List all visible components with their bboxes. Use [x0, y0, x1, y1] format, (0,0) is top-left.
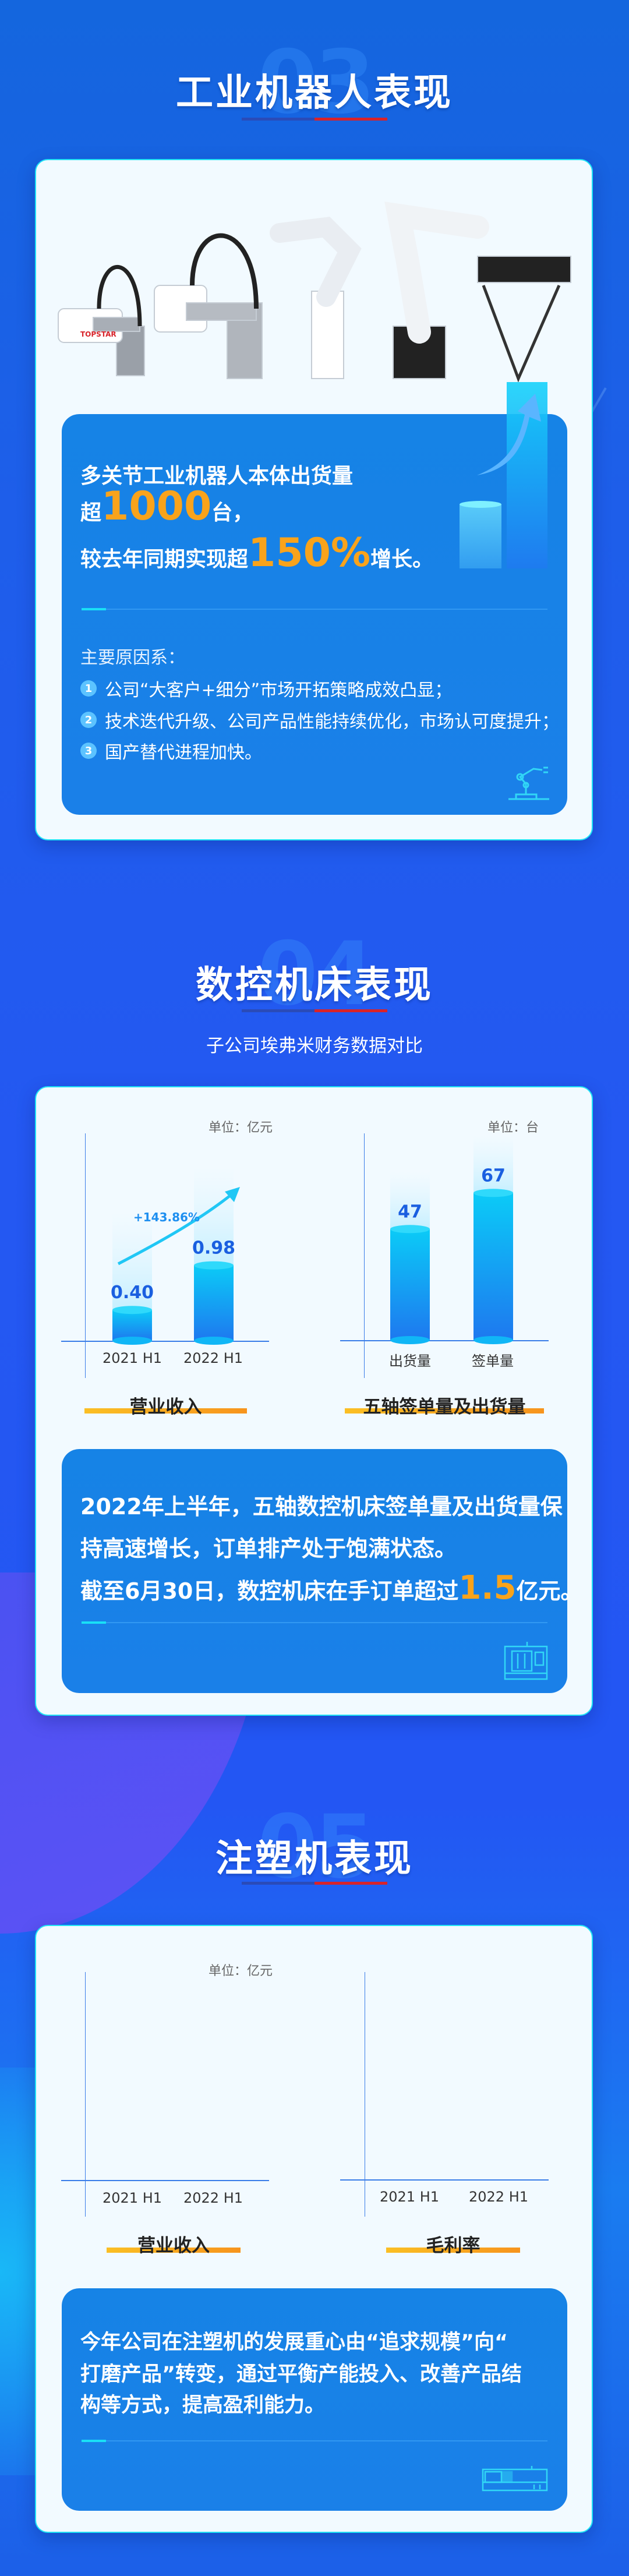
reason-text: 技术迭代升级、公司产品性能持续优化，市场认可度提升；: [105, 712, 559, 732]
chart-unit: 单位：台: [487, 1121, 539, 1135]
bar-cap: [473, 1189, 513, 1197]
injection-machine-icon: [482, 2466, 548, 2492]
growth-arrowhead: [225, 1187, 240, 1202]
x-tick-label: 2022 H1: [183, 1350, 243, 1366]
bar-cap: [112, 1306, 152, 1314]
chart-unit: 单位：亿元: [209, 1964, 273, 1978]
section-title: 数控机床表现: [196, 964, 433, 1007]
divider: [82, 2440, 547, 2442]
bar-background: [112, 1211, 152, 1310]
x-axis: [61, 2180, 269, 2181]
robot-product-image: TOPSTAR: [58, 202, 571, 383]
chart-title-underline: [386, 2248, 520, 2253]
chart-title-underline: [84, 1408, 247, 1414]
x-tick-label: 2021 H1: [379, 2189, 440, 2205]
title-underline: [242, 1009, 387, 1012]
bar-cap: [390, 1225, 430, 1234]
bar-background: [473, 1135, 513, 1193]
bar-base: [112, 1337, 152, 1345]
chart-title: 五轴签单量及出货量: [363, 1397, 526, 1418]
x-tick-label: 签单量: [472, 1353, 514, 1369]
summary-line: 2022年上半年，五轴数控机床签单量及出货量保: [80, 1494, 563, 1520]
bar-value-label: 67: [481, 1165, 506, 1186]
x-tick-label: 2021 H1: [102, 1350, 162, 1366]
robot-summary-box: [62, 414, 567, 815]
section-title: 注塑机表现: [215, 1838, 414, 1881]
bar: [390, 1229, 430, 1340]
chart-unit: 单位：亿元: [209, 1121, 273, 1135]
reason-item: 2 技术迭代升级、公司产品性能持续优化，市场认可度提升；: [80, 707, 559, 733]
robot-growth-number: 150%: [248, 530, 371, 576]
summary-prefix: 截至6月30日，数控机床在手订单超过: [80, 1578, 459, 1604]
x-axis: [340, 1340, 549, 1341]
bar-value-label: 0.98: [192, 1238, 235, 1259]
chart-title: 营业收入: [137, 2235, 210, 2256]
title-underline: [242, 118, 387, 121]
bar-value-label: 0.40: [111, 1282, 154, 1303]
bar: [473, 1193, 513, 1340]
number-badge: 1: [80, 680, 97, 697]
number-badge: 2: [80, 712, 97, 728]
bar-background: [390, 1171, 430, 1229]
bar-base: [390, 1336, 430, 1344]
bar: [112, 1310, 152, 1341]
summary-suffix: 亿元。: [516, 1578, 583, 1604]
chart-title-underline: [107, 2248, 241, 2253]
robot-arm-icon: [508, 766, 549, 800]
number-badge: 3: [80, 743, 97, 759]
x-tick-label: 2022 H1: [183, 2190, 243, 2206]
reasons-title: 主要原因系：: [80, 648, 185, 668]
highlight-prefix: 超: [80, 501, 102, 525]
highlight-suffix: 台，: [211, 501, 254, 525]
robot-shipment-number: 1000: [101, 483, 212, 529]
growth-arrow: [117, 1190, 237, 1266]
x-axis: [340, 2179, 549, 2181]
bar-cap: [194, 1261, 234, 1270]
x-axis: [61, 1341, 269, 1342]
divider: [82, 608, 547, 610]
summary-line: 打磨产品”转变，通过平衡产能投入、改善产品结: [80, 2363, 522, 2386]
section-number-watermark: 03: [257, 32, 376, 133]
reason-item: 3 国产替代进程加快。: [80, 738, 262, 764]
highlight-prefix: 较去年同期实现超: [80, 547, 249, 571]
x-tick-label: 出货量: [389, 1353, 431, 1369]
growth-annotation: +143.86%: [133, 1210, 200, 1224]
cnc-summary-box: [62, 1449, 567, 1693]
robot-brand-logo: TOPSTAR: [80, 330, 116, 338]
summary-line: 今年公司在注塑机的发展重心由“追求规模”向“: [80, 2331, 508, 2354]
reason-text: 公司“大客户+细分”市场开拓策略成效凸显；: [105, 680, 453, 701]
bar-base: [473, 1336, 513, 1344]
section-number-watermark: 04: [257, 924, 376, 1025]
x-tick-label: 2022 H1: [468, 2189, 529, 2205]
section-number-watermark: 05: [257, 1797, 376, 1898]
cnc-machine-icon: [504, 1642, 548, 1680]
y-axis: [85, 1972, 86, 2217]
bar-value-label: 47: [398, 1202, 422, 1222]
y-axis: [85, 1133, 86, 1378]
section-title: 工业机器人表现: [176, 72, 453, 115]
chart-title-underline: [345, 1408, 544, 1414]
reason-text: 国产替代进程加快。: [105, 743, 262, 763]
divider: [82, 1621, 547, 1624]
order-backlog-number: 1.5: [458, 1569, 517, 1607]
growth-arrow-icon: [460, 382, 547, 568]
summary-line: 持高速增长，订单排产处于饱满状态。: [80, 1536, 457, 1561]
highlight-line1: 多关节工业机器人本体出货量: [80, 464, 354, 488]
reason-item: 1 公司“大客户+细分”市场开拓策略成效凸显；: [80, 676, 452, 701]
title-underline: [242, 1882, 387, 1885]
chart-title: 毛利率: [426, 2235, 480, 2256]
bar: [194, 1265, 234, 1341]
bar-base: [194, 1337, 234, 1345]
y-axis: [364, 1133, 365, 1378]
summary-line: 构等方式，提高盈利能力。: [80, 2394, 326, 2417]
section-subtitle: 子公司埃弗米财务数据对比: [206, 1036, 423, 1056]
x-tick-label: 2021 H1: [102, 2190, 162, 2206]
chart-title: 营业收入: [129, 1397, 202, 1418]
highlight-suffix: 增长。: [370, 547, 434, 571]
